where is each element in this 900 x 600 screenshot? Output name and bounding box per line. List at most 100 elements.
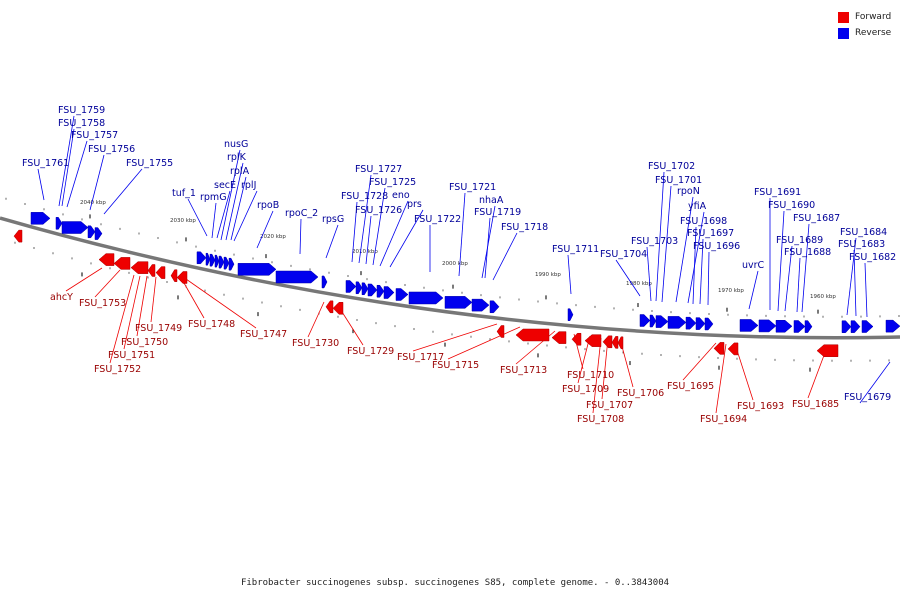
gene-arrow[interactable]: [321, 275, 328, 289]
gene-label-rpob[interactable]: rpoB: [257, 200, 279, 211]
gene-label-fsu-1718[interactable]: FSU_1718: [501, 222, 548, 233]
gene-arrow[interactable]: [861, 320, 874, 333]
gene-arrow[interactable]: [727, 342, 739, 356]
gene-label-fsu-1684[interactable]: FSU_1684: [840, 227, 887, 238]
gene-arrow[interactable]: [471, 298, 490, 312]
gene-label-fsu-1719[interactable]: FSU_1719: [474, 207, 521, 218]
gene-label-fsu-1751[interactable]: FSU_1751: [108, 350, 155, 361]
gene-arrow[interactable]: [489, 300, 500, 314]
gene-arrow[interactable]: [209, 253, 216, 267]
gene-label-fsu-1730[interactable]: FSU_1730: [292, 338, 339, 349]
gene-label-fsu-1688[interactable]: FSU_1688: [784, 247, 831, 258]
gene-label-fsu-1682[interactable]: FSU_1682: [849, 252, 896, 263]
gene-label-fsu-1728[interactable]: FSU_1728: [341, 191, 388, 202]
gene-label-nusg[interactable]: nusG: [224, 139, 248, 150]
gene-label-fsu-1759[interactable]: FSU_1759: [58, 105, 105, 116]
gene-label-fsu-1757[interactable]: FSU_1757: [71, 130, 118, 141]
gene-label-fsu-1750[interactable]: FSU_1750: [121, 337, 168, 348]
gene-label-rpoc-2[interactable]: rpoC_2: [285, 208, 318, 219]
gene-arrow[interactable]: [61, 221, 89, 234]
gene-arrow[interactable]: [130, 261, 149, 274]
gene-arrow[interactable]: [713, 342, 725, 355]
gene-label-fsu-1756[interactable]: FSU_1756: [88, 144, 135, 155]
gene-label-fsu-1691[interactable]: FSU_1691: [754, 187, 801, 198]
gene-label-nhaa[interactable]: nhaA: [479, 195, 504, 206]
gene-label-fsu-1727[interactable]: FSU_1727: [355, 164, 402, 175]
gene-arrow[interactable]: [571, 332, 582, 346]
gene-arrow[interactable]: [793, 320, 806, 333]
gene-label-fsu-1761[interactable]: FSU_1761: [22, 158, 69, 169]
gene-label-fsu-1721[interactable]: FSU_1721: [449, 182, 496, 193]
gene-label-yfia[interactable]: yfiA: [688, 201, 707, 212]
gene-arrow[interactable]: [816, 344, 839, 357]
gene-arrow[interactable]: [345, 280, 357, 293]
gene-arrow[interactable]: [176, 271, 188, 284]
gene-arrow[interactable]: [649, 314, 657, 328]
gene-arrow[interactable]: [408, 291, 444, 305]
gene-arrow[interactable]: [739, 319, 759, 332]
gene-arrow[interactable]: [685, 316, 697, 330]
gene-arrow[interactable]: [551, 331, 567, 344]
gene-arrow[interactable]: [55, 217, 63, 230]
gene-label-fsu-1711[interactable]: FSU_1711: [552, 244, 599, 255]
gene-label-fsu-1755[interactable]: FSU_1755: [126, 158, 173, 169]
gene-arrow[interactable]: [885, 319, 900, 333]
gene-label-ahcy[interactable]: ahcY: [50, 292, 73, 303]
gene-label-fsu-1696[interactable]: FSU_1696: [693, 241, 740, 252]
gene-label-fsu-1685[interactable]: FSU_1685: [792, 399, 839, 410]
gene-label-fsu-1701[interactable]: FSU_1701: [655, 175, 702, 186]
gene-arrow[interactable]: [376, 284, 385, 298]
gene-label-fsu-1758[interactable]: FSU_1758: [58, 118, 105, 129]
gene-label-fsu-1717[interactable]: FSU_1717: [397, 352, 444, 363]
gene-label-tuf-1[interactable]: tuf_1: [172, 188, 196, 199]
gene-label-fsu-1704[interactable]: FSU_1704: [600, 249, 647, 260]
gene-arrow[interactable]: [367, 283, 378, 297]
gene-arrow[interactable]: [667, 316, 687, 329]
gene-arrow[interactable]: [147, 264, 156, 277]
gene-label-fsu-1708[interactable]: FSU_1708: [577, 414, 624, 425]
gene-arrow[interactable]: [695, 317, 706, 330]
gene-arrow[interactable]: [617, 336, 624, 350]
gene-label-prs[interactable]: prs: [407, 199, 422, 210]
gene-label-fsu-1753[interactable]: FSU_1753: [79, 298, 126, 309]
gene-arrow[interactable]: [30, 212, 51, 225]
gene-arrow[interactable]: [395, 288, 409, 301]
gene-label-fsu-1749[interactable]: FSU_1749: [135, 323, 182, 334]
gene-arrow[interactable]: [355, 281, 363, 295]
gene-label-rplk[interactable]: rplK: [227, 152, 247, 163]
gene-label-fsu-1752[interactable]: FSU_1752: [94, 364, 141, 375]
gene-label-fsu-1709[interactable]: FSU_1709: [562, 384, 609, 395]
gene-label-sece[interactable]: secE: [214, 180, 236, 191]
gene-label-fsu-1695[interactable]: FSU_1695: [667, 381, 714, 392]
gene-label-eno[interactable]: eno: [392, 190, 410, 201]
gene-arrow[interactable]: [444, 296, 473, 309]
gene-arrow[interactable]: [775, 320, 793, 333]
gene-arrow[interactable]: [361, 282, 369, 296]
gene-arrow[interactable]: [611, 336, 619, 349]
gene-arrow[interactable]: [758, 319, 777, 333]
gene-arrow[interactable]: [237, 263, 277, 276]
gene-label-rplj[interactable]: rplJ: [241, 180, 256, 191]
gene-arrow[interactable]: [13, 229, 23, 243]
gene-arrow[interactable]: [223, 256, 230, 270]
gene-arrow[interactable]: [218, 255, 225, 269]
gene-label-fsu-1698[interactable]: FSU_1698: [680, 216, 727, 227]
gene-label-fsu-1713[interactable]: FSU_1713: [500, 365, 547, 376]
gene-label-fsu-1697[interactable]: FSU_1697: [687, 228, 734, 239]
gene-arrow[interactable]: [275, 270, 319, 284]
gene-arrow[interactable]: [383, 286, 395, 299]
gene-label-fsu-1707[interactable]: FSU_1707: [586, 400, 633, 411]
gene-arrow[interactable]: [325, 300, 334, 314]
gene-label-uvrc[interactable]: uvrC: [742, 260, 765, 271]
gene-label-fsu-1679[interactable]: FSU_1679: [844, 392, 891, 403]
gene-arrow[interactable]: [170, 269, 178, 282]
gene-label-fsu-1693[interactable]: FSU_1693: [737, 401, 784, 412]
gene-arrow[interactable]: [584, 334, 602, 347]
gene-label-fsu-1729[interactable]: FSU_1729: [347, 346, 394, 357]
gene-label-fsu-1747[interactable]: FSU_1747: [240, 329, 287, 340]
gene-label-fsu-1710[interactable]: FSU_1710: [567, 370, 614, 381]
gene-label-fsu-1722[interactable]: FSU_1722: [414, 214, 461, 225]
gene-arrow[interactable]: [214, 254, 220, 268]
gene-label-rpmg[interactable]: rpmG: [200, 192, 227, 203]
gene-arrow[interactable]: [155, 266, 166, 279]
